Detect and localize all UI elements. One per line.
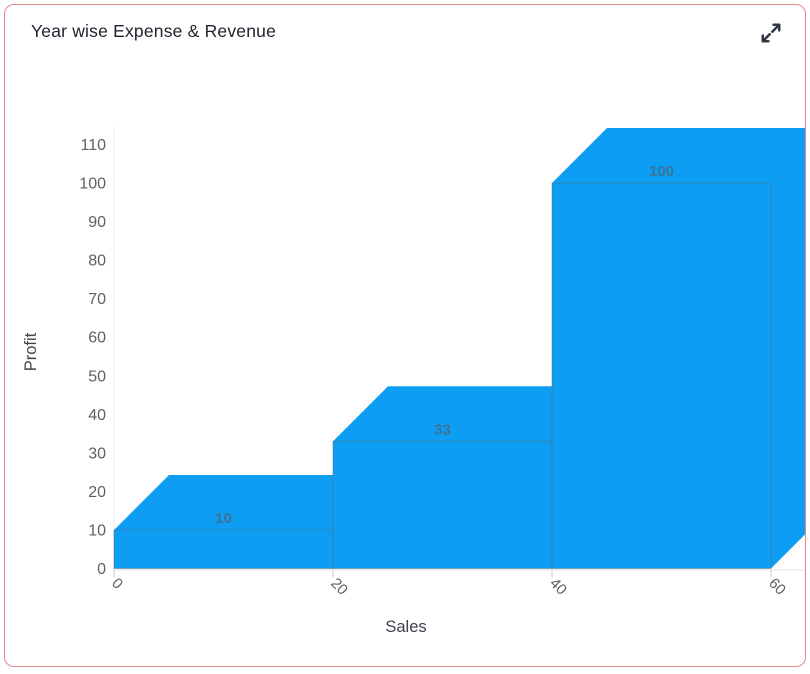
y-tick-label: 80 (88, 252, 106, 269)
y-tick-label: 100 (79, 175, 106, 192)
x-tick-label: 0 (108, 574, 126, 592)
expand-icon (761, 23, 781, 43)
plot-area: 10 33 100 (113, 127, 807, 569)
x-axis-title: Sales (385, 618, 426, 636)
bar-outline[interactable] (332, 440, 552, 569)
x-tick-label: 60 (765, 574, 789, 598)
series-area[interactable] (113, 127, 807, 568)
chart-canvas: 0 10 20 30 40 50 60 70 80 90 100 110 0 20 40 60 10 33 100… (22, 125, 807, 636)
bar-outline[interactable] (551, 182, 771, 569)
chart-title: Year wise Expense & Revenue (31, 21, 277, 41)
y-tick-label: 90 (88, 214, 106, 231)
y-tick-label: 30 (88, 445, 106, 462)
chart-card: Year wise Expense & Revenue 0 10 20 30 40 50 6… (4, 4, 806, 667)
y-tick-label: 40 (88, 406, 106, 423)
y-tick-label: 10 (88, 522, 106, 539)
data-label: 100 (648, 163, 673, 180)
y-tick-label: 110 (80, 137, 106, 154)
data-label: 10 (215, 509, 232, 526)
data-label: 33 (434, 421, 451, 438)
expand-button[interactable] (757, 19, 785, 47)
y-tick-label: 60 (88, 329, 106, 346)
y-tick-label: 0 (97, 561, 106, 578)
x-tick-label: 40 (546, 574, 570, 598)
axes-layer: 0 10 20 30 40 50 60 70 80 90 100 110 0 20 40 60 (79, 125, 805, 598)
y-tick-label: 20 (88, 483, 106, 500)
x-tick-label: 20 (327, 574, 351, 598)
bar-outline[interactable] (113, 528, 333, 569)
y-tick-label: 50 (88, 368, 106, 385)
y-axis-title: Profit (22, 332, 40, 371)
y-tick-label: 70 (88, 291, 106, 308)
